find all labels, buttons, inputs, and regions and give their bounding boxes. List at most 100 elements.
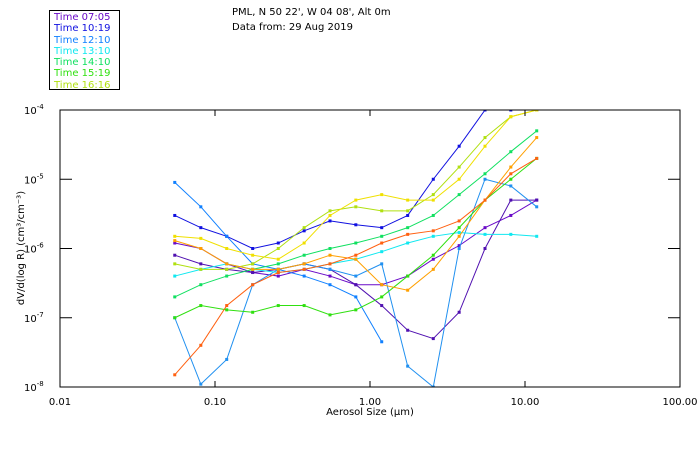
data-point <box>509 213 513 217</box>
data-point <box>509 150 513 154</box>
data-point <box>406 213 410 217</box>
data-point <box>406 198 410 202</box>
series-14:10 <box>173 129 539 299</box>
data-point <box>354 295 358 299</box>
data-point <box>483 247 487 250</box>
legend-item: Time 13:10 <box>54 45 111 57</box>
data-point <box>457 226 461 230</box>
data-point <box>199 205 203 209</box>
y-tick-label: 10-7 <box>24 311 44 325</box>
data-point <box>302 226 306 230</box>
series-line <box>174 137 538 291</box>
data-point <box>251 283 255 287</box>
data-point <box>276 262 280 266</box>
data-point <box>354 223 358 227</box>
data-point <box>276 257 280 261</box>
y-tick-exp: -5 <box>37 172 44 180</box>
legend-item: Time 15:19 <box>54 68 111 80</box>
data-point <box>483 110 487 112</box>
y-tick-label: 10-5 <box>24 172 44 186</box>
plot-lines <box>173 110 539 387</box>
x-tick-label: 0.10 <box>204 397 226 408</box>
y-tick-exp: -7 <box>37 311 44 319</box>
data-point <box>225 267 229 271</box>
data-point <box>173 239 177 243</box>
data-point <box>276 274 280 278</box>
series-line <box>174 110 537 260</box>
data-point <box>406 232 410 236</box>
chart-title: PML, N 50 22', W 04 08', Alt 0m <box>232 7 391 18</box>
data-point <box>535 205 539 209</box>
data-point <box>509 110 513 112</box>
data-point <box>457 310 461 314</box>
axes: 0.01 0.10 1.00 10.00 100.0010-410-510-610-71… <box>24 103 698 408</box>
data-point <box>276 247 280 250</box>
data-point <box>509 177 513 181</box>
data-point <box>251 267 255 271</box>
data-point <box>302 262 306 266</box>
data-point <box>173 253 177 257</box>
data-point <box>354 274 358 278</box>
data-point <box>173 180 177 184</box>
data-point <box>173 262 177 266</box>
data-point <box>457 244 461 248</box>
data-point <box>354 283 358 287</box>
data-point <box>431 385 435 387</box>
series-line <box>174 178 538 387</box>
data-point <box>406 209 410 213</box>
data-point <box>225 247 229 250</box>
data-point <box>251 310 255 314</box>
data-point <box>173 316 177 320</box>
data-point <box>431 257 435 261</box>
data-point <box>457 165 461 169</box>
data-point <box>406 288 410 292</box>
data-point <box>483 226 487 230</box>
data-point <box>328 219 332 223</box>
y-tick-label: 10-4 <box>24 103 44 117</box>
data-point <box>535 136 539 140</box>
data-point <box>457 193 461 197</box>
data-point <box>509 172 513 176</box>
series-line <box>174 157 537 376</box>
data-point <box>199 304 203 308</box>
data-point <box>380 262 384 266</box>
data-point <box>328 262 332 266</box>
data-point <box>380 250 384 254</box>
x-tick-label: 10.00 <box>511 397 540 408</box>
y-tick-label: 10-6 <box>24 242 44 256</box>
data-point <box>380 304 384 308</box>
series-late-2 <box>173 136 539 292</box>
y-tick-base: 10 <box>24 314 37 325</box>
data-point <box>380 193 384 197</box>
data-point <box>483 172 487 176</box>
data-point <box>328 253 332 257</box>
data-point <box>328 213 332 217</box>
x-tick-label: 1.00 <box>359 397 381 408</box>
legend-item: Time 07:05 <box>54 12 111 23</box>
data-point <box>251 271 255 275</box>
data-point <box>225 357 229 361</box>
data-point <box>457 247 461 250</box>
data-point <box>199 343 203 347</box>
data-point <box>406 274 410 278</box>
data-point <box>328 267 332 271</box>
series-line <box>174 182 383 343</box>
legend: Time 07:05 Time 10:19 Time 12:10 Time 13:10… <box>49 10 120 91</box>
data-point <box>199 262 203 266</box>
data-point <box>509 198 513 202</box>
data-point <box>173 274 177 278</box>
data-point <box>225 308 229 312</box>
data-point <box>354 257 358 261</box>
series-line <box>174 130 538 298</box>
data-point <box>380 234 384 238</box>
data-point <box>406 226 410 230</box>
data-point <box>509 115 513 119</box>
data-point <box>199 382 203 386</box>
data-point <box>380 209 384 213</box>
data-point <box>457 177 461 181</box>
data-point <box>406 364 410 368</box>
data-point <box>225 234 229 238</box>
data-point <box>354 253 358 257</box>
data-point <box>354 308 358 312</box>
